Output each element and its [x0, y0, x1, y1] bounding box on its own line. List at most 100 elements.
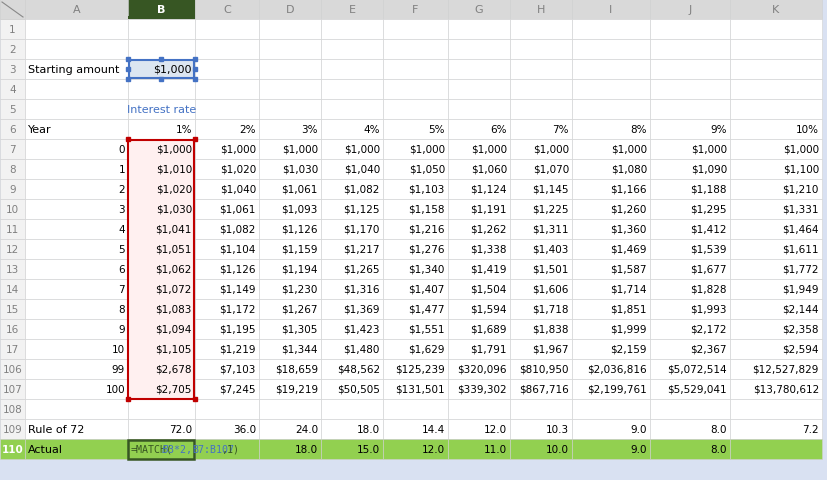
- Text: $1,423: $1,423: [343, 324, 380, 334]
- Bar: [321, 300, 383, 319]
- Bar: [509, 359, 571, 379]
- Bar: [259, 219, 321, 240]
- Text: 0: 0: [118, 144, 125, 155]
- Text: 3: 3: [118, 204, 125, 215]
- Bar: [321, 120, 383, 140]
- Text: $1,594: $1,594: [470, 304, 506, 314]
- Bar: [447, 100, 509, 120]
- Bar: [649, 20, 729, 40]
- Text: $1,000: $1,000: [409, 144, 444, 155]
- Text: $1,587: $1,587: [609, 264, 646, 275]
- Text: $1,551: $1,551: [408, 324, 444, 334]
- Bar: [571, 260, 649, 279]
- Text: $1,166: $1,166: [609, 185, 646, 194]
- Bar: [259, 240, 321, 260]
- Bar: [321, 399, 383, 419]
- Bar: [571, 219, 649, 240]
- Bar: [509, 260, 571, 279]
- Bar: [25, 260, 128, 279]
- Text: $339,302: $339,302: [457, 384, 506, 394]
- Bar: [25, 200, 128, 219]
- Bar: [447, 200, 509, 219]
- Bar: [128, 17, 195, 20]
- Bar: [0, 300, 25, 319]
- Text: $1,791: $1,791: [470, 344, 506, 354]
- Text: $2,199,761: $2,199,761: [586, 384, 646, 394]
- Bar: [571, 419, 649, 439]
- Text: $2,159: $2,159: [609, 344, 646, 354]
- Bar: [25, 140, 128, 160]
- Bar: [509, 439, 571, 459]
- Text: $1,407: $1,407: [409, 285, 444, 294]
- Bar: [25, 339, 128, 359]
- Text: $131,501: $131,501: [395, 384, 444, 394]
- Bar: [128, 0, 195, 20]
- Bar: [383, 219, 447, 240]
- Bar: [25, 359, 128, 379]
- Bar: [383, 240, 447, 260]
- Text: $1,041: $1,041: [155, 225, 192, 235]
- Bar: [128, 399, 195, 419]
- Bar: [195, 379, 259, 399]
- Bar: [383, 279, 447, 300]
- Text: $1,061: $1,061: [281, 185, 318, 194]
- Text: $1,188: $1,188: [690, 185, 726, 194]
- Bar: [447, 80, 509, 100]
- Text: D: D: [285, 5, 294, 15]
- Text: $1,504: $1,504: [470, 285, 506, 294]
- Text: $1,993: $1,993: [690, 304, 726, 314]
- Bar: [195, 200, 259, 219]
- Bar: [571, 200, 649, 219]
- Text: 13: 13: [6, 264, 19, 275]
- Bar: [321, 140, 383, 160]
- Text: $320,096: $320,096: [457, 364, 506, 374]
- Bar: [0, 0, 25, 20]
- Text: $7,245: $7,245: [219, 384, 256, 394]
- Bar: [321, 60, 383, 80]
- Bar: [729, 100, 821, 120]
- Bar: [729, 0, 821, 20]
- Bar: [128, 200, 195, 219]
- Text: $1,677: $1,677: [690, 264, 726, 275]
- Text: 5: 5: [9, 105, 16, 115]
- Bar: [128, 219, 195, 240]
- Text: 10.0: 10.0: [545, 444, 568, 454]
- Text: 10%: 10%: [795, 125, 818, 135]
- Text: $1,093: $1,093: [281, 204, 318, 215]
- Text: $1,020: $1,020: [219, 165, 256, 175]
- Bar: [259, 379, 321, 399]
- Bar: [649, 260, 729, 279]
- Text: 12.0: 12.0: [483, 424, 506, 434]
- Bar: [128, 160, 195, 180]
- Text: Rule of 72: Rule of 72: [28, 424, 84, 434]
- Text: $1,210: $1,210: [782, 185, 818, 194]
- Text: $1,331: $1,331: [782, 204, 818, 215]
- Bar: [729, 240, 821, 260]
- Bar: [0, 399, 25, 419]
- Bar: [729, 60, 821, 80]
- Text: 9%: 9%: [710, 125, 726, 135]
- Text: $1,718: $1,718: [532, 304, 568, 314]
- Bar: [509, 20, 571, 40]
- Text: 24.0: 24.0: [294, 424, 318, 434]
- Bar: [649, 279, 729, 300]
- Bar: [259, 359, 321, 379]
- Bar: [729, 219, 821, 240]
- Bar: [0, 180, 25, 200]
- Bar: [195, 180, 259, 200]
- Bar: [0, 20, 25, 40]
- Bar: [259, 399, 321, 419]
- Text: $1,419: $1,419: [470, 264, 506, 275]
- Text: $1,104: $1,104: [219, 244, 256, 254]
- Bar: [195, 439, 259, 459]
- Bar: [447, 219, 509, 240]
- Bar: [321, 240, 383, 260]
- Bar: [383, 60, 447, 80]
- Text: $1,276: $1,276: [408, 244, 444, 254]
- Bar: [447, 359, 509, 379]
- Bar: [321, 20, 383, 40]
- Text: 99: 99: [112, 364, 125, 374]
- Text: $1,125: $1,125: [343, 204, 380, 215]
- Text: $867,716: $867,716: [519, 384, 568, 394]
- Text: 6: 6: [9, 125, 16, 135]
